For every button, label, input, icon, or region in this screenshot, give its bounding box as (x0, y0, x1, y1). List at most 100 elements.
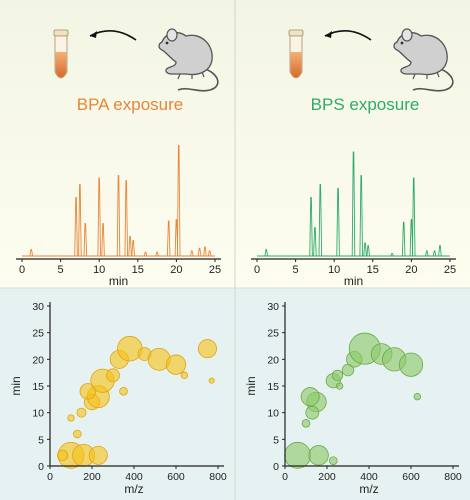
bubble-xlabel: m/z (124, 482, 143, 496)
chromatogram-peak (124, 180, 128, 257)
chromatogram-peak (143, 251, 148, 257)
bubble-point (106, 368, 120, 383)
bubble-y-tick-label: 25 (32, 328, 44, 340)
bubble-y-tick-label: 30 (32, 301, 44, 313)
bubble-point (165, 354, 187, 375)
chromatogram-peak (390, 252, 394, 257)
bubble-y-tick-label: 20 (267, 354, 279, 366)
mouse-tail (412, 67, 454, 92)
chromatogram: 0 5 10 15 20 25 min (16, 145, 221, 288)
arrow-head (90, 31, 97, 38)
mouse-feet (412, 71, 440, 80)
chromatogram-tick-label: 25 (209, 264, 221, 276)
chromatogram-peak (425, 250, 429, 257)
chromatogram: 0 5 10 15 20 25 min (251, 151, 456, 288)
bubble-y-tick-label: 20 (32, 354, 44, 366)
chromatogram-peak (336, 187, 340, 257)
chromatogram-tick-label: 15 (132, 264, 144, 276)
tube-liquid (290, 52, 302, 78)
chromatogram-peak (197, 247, 202, 257)
tube-liquid (55, 52, 67, 78)
bubble-x-tick-label: 800 (444, 471, 462, 483)
chromatogram-peak (264, 249, 269, 257)
chromatogram-peak (101, 223, 105, 257)
chromatogram-peak (438, 245, 442, 257)
bubble-y-tick-label: 5 (38, 434, 44, 446)
chromatogram-peak (74, 197, 78, 257)
chromatogram-tick-label: 10 (93, 264, 105, 276)
mouse-body (158, 31, 213, 76)
bubble-point (301, 419, 311, 428)
chromatogram-tick-label: 20 (170, 264, 182, 276)
chromatogram-peak (313, 226, 317, 257)
bubble-point (180, 371, 189, 379)
arrow-head (325, 31, 332, 38)
chromatogram-tick-label: 20 (405, 264, 417, 276)
chromatogram-tick-label: 5 (58, 264, 64, 276)
bubble-point (117, 335, 143, 362)
chromatogram-peak (116, 174, 121, 257)
bubble-xlabel: m/z (359, 482, 378, 496)
chromatogram-peak (432, 250, 437, 257)
mouse-icon (393, 28, 454, 92)
chromatogram-tick-label: 0 (19, 264, 25, 276)
bubble-point (79, 383, 97, 400)
bubble-y-tick-label: 15 (267, 381, 279, 393)
bubble-point (413, 393, 421, 401)
chromatogram-peak (78, 184, 82, 257)
bubble-y-tick-label: 10 (267, 408, 279, 420)
bubble-chart: 0 200 400 600 800 0 5 10 15 20 25 30 m/z min (244, 301, 462, 496)
bubble-y-tick-label: 15 (32, 381, 44, 393)
bubble-point (88, 445, 108, 465)
tube-cap (288, 29, 304, 37)
chromatogram-tick-label: 5 (293, 264, 299, 276)
chromatogram-peak (207, 250, 212, 257)
chromatogram-peak (97, 177, 101, 257)
bubble-point (73, 429, 82, 439)
chromatogram-peak (29, 249, 34, 257)
chromatogram-peak (309, 197, 313, 257)
bubble-point (398, 352, 424, 377)
mouse-eye (165, 41, 169, 45)
exposure-label: BPS exposure (311, 95, 420, 114)
bubble-x-tick-label: 200 (83, 471, 101, 483)
curved-arrow-icon (89, 30, 137, 41)
chromatogram-peak (128, 236, 132, 257)
mouse-body (393, 31, 448, 76)
chromatogram-peak (401, 221, 406, 257)
bubble-y-tick-label: 30 (267, 301, 279, 313)
chromatogram-peak (155, 251, 159, 257)
sample-tube-icon (288, 29, 304, 79)
bubble-ylabel: min (244, 376, 258, 395)
sample-tube-icon (53, 29, 69, 79)
bubble-x-tick-label: 200 (318, 471, 336, 483)
bubble-y-tick-label: 25 (267, 328, 279, 340)
chromatogram-peak (359, 174, 363, 257)
bubble-point (328, 456, 338, 465)
exposure-label: BPA exposure (77, 95, 183, 114)
bubble-x-tick-label: 400 (125, 471, 143, 483)
chromatogram-peak (366, 245, 370, 257)
chromatogram-peak (363, 242, 367, 257)
bubble-point (331, 369, 344, 381)
tube-cap (53, 29, 69, 37)
chromatogram-peak (176, 145, 181, 257)
bubble-x-tick-label: 600 (167, 471, 185, 483)
bubble-x-tick-label: 600 (402, 471, 420, 483)
chromatogram-tick-label: 15 (367, 264, 379, 276)
bubble-point (305, 405, 320, 420)
bubble-x-tick-label: 0 (282, 471, 288, 483)
bubble-point (197, 339, 217, 359)
bubble-point (56, 449, 69, 461)
chromatogram-peak (83, 223, 88, 257)
bubble-y-tick-label: 0 (273, 461, 279, 473)
chromatogram-tick-label: 0 (254, 264, 260, 276)
bubble-x-tick-label: 400 (360, 471, 378, 483)
chromatogram-peak (190, 250, 194, 257)
bubble-y-tick-label: 10 (32, 408, 44, 420)
bubble-point (67, 414, 75, 422)
bubble-point (308, 445, 329, 466)
chromatogram-peak (411, 177, 416, 257)
bubble-y-tick-label: 5 (273, 434, 279, 446)
